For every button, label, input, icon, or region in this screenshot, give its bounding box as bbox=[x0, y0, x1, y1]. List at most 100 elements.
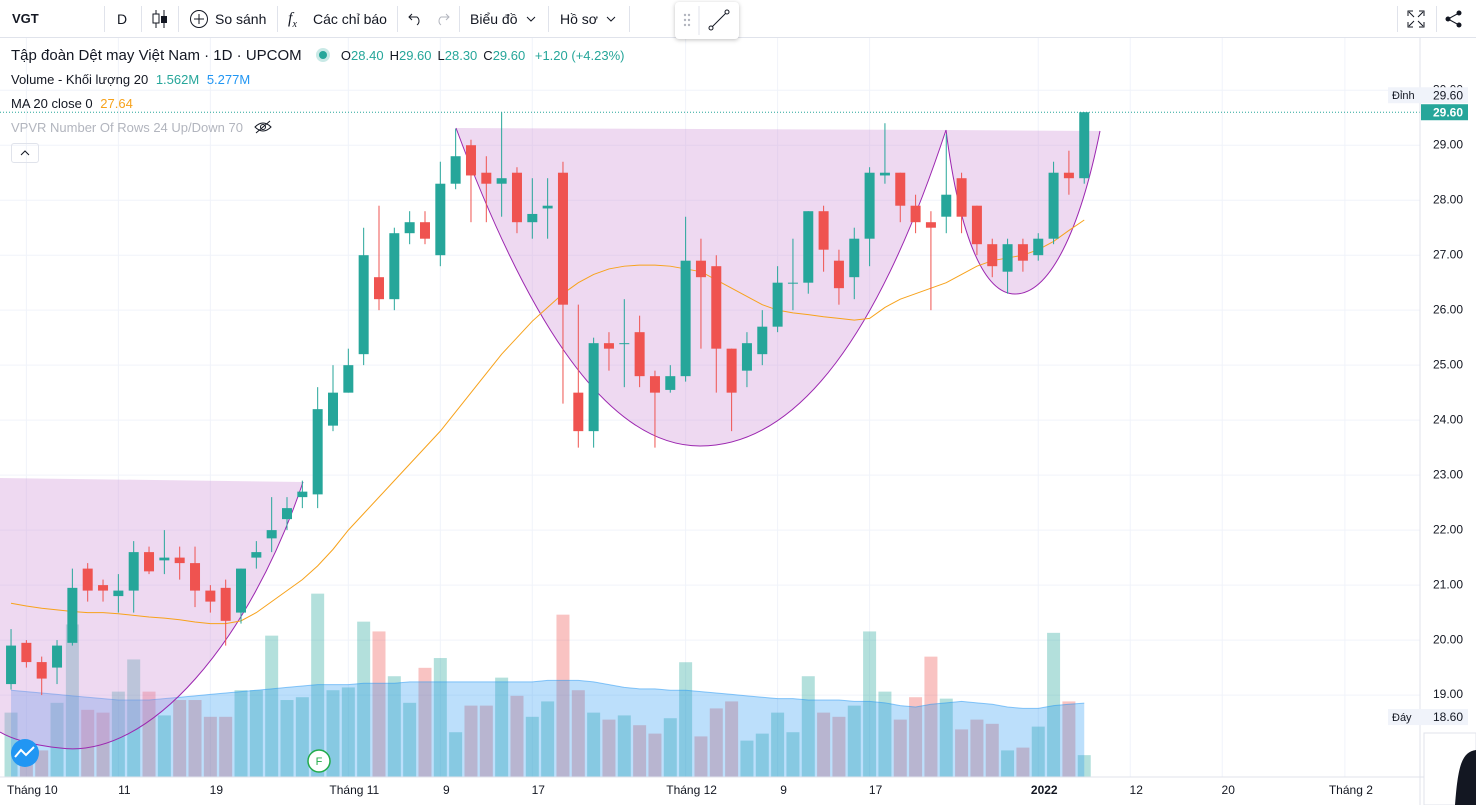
volume-bar bbox=[127, 659, 141, 777]
indicator-value: 1.562M bbox=[155, 72, 200, 87]
candle-body bbox=[649, 376, 660, 393]
volume-pane bbox=[4, 593, 1091, 777]
volume-bar bbox=[1001, 750, 1015, 777]
indicators-button[interactable]: Các chỉ báo bbox=[313, 11, 387, 27]
last-price-label: 29.60 bbox=[1433, 105, 1463, 119]
grid bbox=[0, 38, 1420, 777]
candle-body bbox=[52, 645, 63, 668]
volume-bar bbox=[970, 719, 984, 777]
y-tick-label: 28.00 bbox=[1433, 192, 1463, 206]
price-label-value: 18.60 bbox=[1433, 710, 1463, 724]
candle-body bbox=[128, 552, 139, 591]
collapse-icon bbox=[20, 150, 30, 156]
volume-bar bbox=[939, 698, 953, 777]
candle-body bbox=[496, 178, 507, 184]
event-marker-label: F bbox=[316, 756, 323, 768]
volume-bar bbox=[65, 624, 79, 777]
volume-bar bbox=[602, 719, 616, 777]
candle-body bbox=[818, 211, 829, 250]
candle-body bbox=[527, 213, 538, 223]
chevron bbox=[606, 16, 616, 22]
volume-bar bbox=[173, 700, 187, 777]
volume-bar bbox=[495, 677, 509, 777]
x-tick-label: 19 bbox=[210, 783, 224, 797]
candle-body bbox=[910, 205, 921, 223]
candle-body bbox=[603, 343, 614, 349]
volume-bar bbox=[817, 712, 831, 777]
volume-bar bbox=[1031, 726, 1045, 777]
event-marker[interactable] bbox=[307, 749, 331, 773]
volume-bar bbox=[909, 697, 923, 777]
separator bbox=[548, 6, 549, 32]
symbol[interactable]: VGT bbox=[12, 11, 39, 26]
profile-menu[interactable]: Hồ sơ bbox=[560, 11, 598, 27]
candle-body bbox=[772, 282, 783, 327]
undo-redo[interactable] bbox=[405, 11, 455, 27]
volume-bar bbox=[1016, 747, 1030, 777]
indicators-icon[interactable]: fx bbox=[288, 10, 297, 31]
candle-body bbox=[174, 557, 185, 564]
volume-bar bbox=[433, 658, 447, 777]
candle-body bbox=[389, 233, 400, 300]
volume-bar bbox=[1077, 755, 1091, 777]
volume-bar bbox=[188, 700, 202, 777]
candle-body bbox=[98, 585, 109, 591]
hidden-icon[interactable] bbox=[253, 120, 273, 134]
share-icon[interactable] bbox=[1445, 10, 1463, 28]
fullscreen-icon[interactable] bbox=[1407, 10, 1425, 28]
ma-line bbox=[10, 219, 1085, 625]
candle-body bbox=[803, 211, 814, 283]
candle-body bbox=[1079, 112, 1090, 179]
x-tick-label: Tháng 2 bbox=[1329, 783, 1373, 797]
candle-body bbox=[205, 590, 216, 602]
candle-body bbox=[833, 260, 844, 289]
candle-body bbox=[67, 587, 78, 643]
volume-bar bbox=[403, 702, 417, 777]
volume-bar bbox=[663, 718, 677, 777]
cup-curve bbox=[455, 127, 947, 447]
candle-body bbox=[511, 172, 522, 223]
candle-body bbox=[1017, 244, 1028, 261]
drawing-icons[interactable] bbox=[675, 2, 739, 39]
candle-body bbox=[297, 491, 308, 498]
candle-body bbox=[144, 552, 155, 572]
candle-body bbox=[251, 552, 262, 558]
compare-button[interactable]: So sánh bbox=[215, 11, 267, 27]
collapse-button[interactable] bbox=[11, 143, 39, 163]
candle-body bbox=[358, 255, 369, 355]
volume-bar bbox=[96, 712, 110, 777]
candle-body bbox=[373, 277, 384, 300]
ohlc-value: 29.60 bbox=[492, 48, 526, 63]
chart-type-icon[interactable] bbox=[151, 9, 169, 29]
volume-bar bbox=[725, 701, 739, 777]
symbol-title: Tập đoàn Dệt may Việt Nam · 1D · UPCOM bbox=[11, 47, 302, 64]
x-tick-label: Tháng 12 bbox=[666, 783, 717, 797]
indicator-name: MA 20 close 0 bbox=[11, 96, 93, 111]
volume-bar bbox=[525, 716, 539, 777]
candle-body bbox=[573, 392, 584, 432]
volume-bar bbox=[234, 690, 248, 777]
volume-bar bbox=[35, 750, 49, 777]
candle-body bbox=[159, 557, 170, 561]
y-tick-label: 21.00 bbox=[1433, 577, 1463, 591]
interval[interactable]: D bbox=[117, 11, 128, 27]
cup-fill bbox=[0, 478, 303, 749]
ohlc-label: C bbox=[483, 48, 493, 63]
candle-body bbox=[634, 332, 645, 377]
volume-bar bbox=[479, 705, 493, 777]
legend-row: Tập đoàn Dệt may Việt Nam · 1D · UPCOM O… bbox=[11, 44, 624, 68]
x-tick-label: 11 bbox=[118, 783, 131, 797]
candle-body bbox=[879, 172, 890, 176]
volume-bar bbox=[510, 695, 524, 777]
volume-bar bbox=[633, 725, 647, 777]
last-price-badge bbox=[1421, 104, 1468, 121]
compare-icon[interactable] bbox=[189, 9, 209, 29]
volume-bar bbox=[464, 705, 478, 777]
y-tick-label: 26.00 bbox=[1433, 302, 1463, 316]
candle-body bbox=[465, 145, 476, 176]
indicator-value: 5.277M bbox=[206, 72, 251, 87]
chart-menu[interactable]: Biểu đồ bbox=[470, 11, 518, 27]
chevron bbox=[526, 16, 536, 22]
